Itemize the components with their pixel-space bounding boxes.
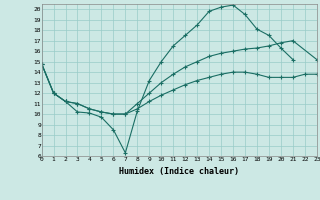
X-axis label: Humidex (Indice chaleur): Humidex (Indice chaleur) [119, 167, 239, 176]
